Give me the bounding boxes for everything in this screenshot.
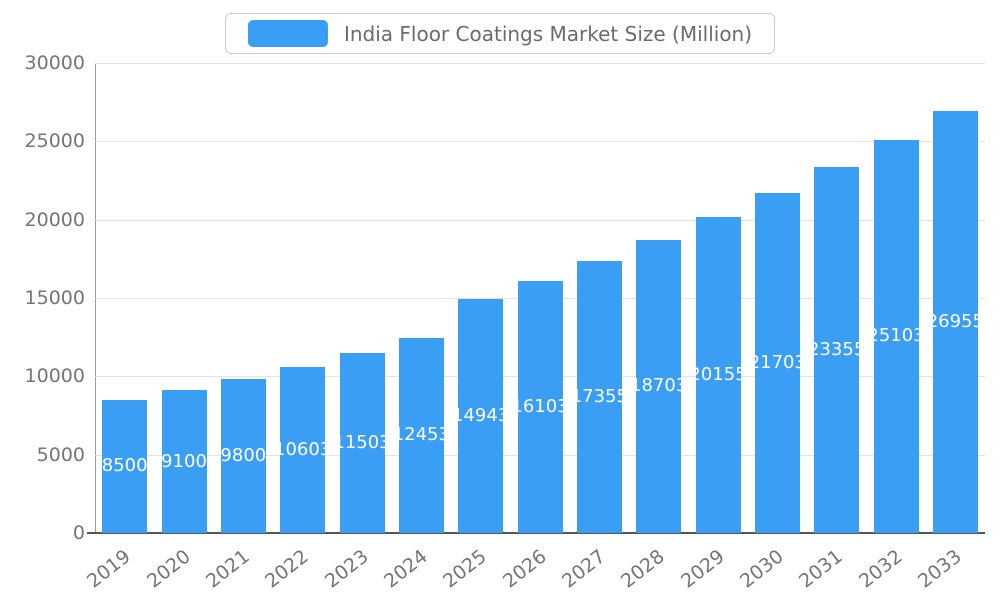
bar-value-label: 10603: [280, 438, 325, 460]
bar-2032[interactable]: 25103: [873, 139, 919, 533]
bar-value-label: 9100: [161, 450, 207, 472]
x-axis-tick-label: 2030: [736, 545, 788, 593]
x-axis-tick-label: 2022: [261, 545, 313, 593]
x-axis-tick-label: 2028: [617, 545, 669, 593]
x-axis-line: [87, 532, 985, 534]
x-axis-tick-label: 2023: [320, 545, 373, 593]
bar-2030[interactable]: 21703: [754, 192, 800, 533]
legend-swatch: [247, 20, 328, 47]
y-axis-tick-label: 0: [72, 522, 85, 544]
x-axis-tick-label: 2024: [380, 545, 432, 593]
bar-2019[interactable]: 8500: [102, 399, 148, 533]
bar-value-label: 11503: [340, 431, 385, 453]
bar-2028[interactable]: 18703: [636, 239, 682, 533]
bar-value-label: 23355: [814, 339, 859, 361]
plot-area: 0 5000 10000 15000 20000 25000 30000 8500 2019 91…: [25, 54, 985, 593]
x-axis-tick-label: 2025: [439, 545, 491, 593]
bar-value-label: 14943: [458, 404, 503, 426]
bar-value-label: 17355: [577, 386, 622, 408]
bar-2031[interactable]: 23355: [814, 167, 860, 533]
y-axis-tick-label: 15000: [24, 287, 85, 309]
bar-value-label: 16103: [518, 395, 563, 417]
bar-2027[interactable]: 17355: [576, 261, 622, 533]
bar-value-label: 18703: [636, 375, 681, 397]
y-axis-tick-label: 10000: [24, 365, 85, 388]
bar-2020[interactable]: 9100: [161, 390, 207, 533]
x-axis-tick-label: 2029: [676, 545, 729, 593]
bar-2024[interactable]: 12453: [398, 337, 444, 533]
bar-2022[interactable]: 10603: [280, 366, 326, 533]
y-axis-tick-label: 25000: [24, 130, 85, 153]
bar-2021[interactable]: 9800: [220, 379, 266, 533]
y-axis-tick-label: 20000: [24, 208, 85, 231]
x-axis-tick-label: 2031: [795, 545, 847, 593]
bar-2023[interactable]: 11503: [339, 352, 385, 533]
x-axis-tick-label: 2019: [83, 545, 135, 593]
bar-value-label: 20155: [696, 364, 741, 386]
bar-2029[interactable]: 20155: [695, 217, 741, 533]
x-axis-tick-label: 2026: [498, 545, 551, 593]
gridline: [95, 219, 985, 221]
x-axis-tick-label: 2032: [854, 545, 907, 593]
y-axis-tick-label: 30000: [24, 52, 85, 74]
legend-item[interactable]: India Floor Coatings Market Size (Millio…: [224, 13, 776, 54]
x-axis-tick-label: 2020: [142, 545, 195, 593]
x-axis-tick-label: 2021: [202, 545, 254, 593]
x-axis-tick-label: 2033: [914, 545, 966, 593]
bar-value-label: 21703: [755, 351, 800, 373]
bar-2033[interactable]: 26955: [932, 110, 978, 533]
bar-2026[interactable]: 16103: [517, 280, 563, 533]
gridline: [95, 141, 985, 143]
bar-value-label: 25103: [874, 325, 919, 347]
bar-2025[interactable]: 14943: [458, 298, 504, 533]
bar-value-label: 12453: [399, 424, 444, 446]
y-axis-tick-label: 5000: [36, 443, 85, 466]
bar-value-label: 26955: [933, 310, 978, 332]
gridline: [95, 63, 985, 64]
legend-label: India Floor Coatings Market Size (Millio…: [343, 21, 753, 46]
bar-value-label: 8500: [102, 455, 148, 477]
bar-value-label: 9800: [220, 445, 266, 467]
x-axis-tick-label: 2027: [558, 545, 610, 593]
